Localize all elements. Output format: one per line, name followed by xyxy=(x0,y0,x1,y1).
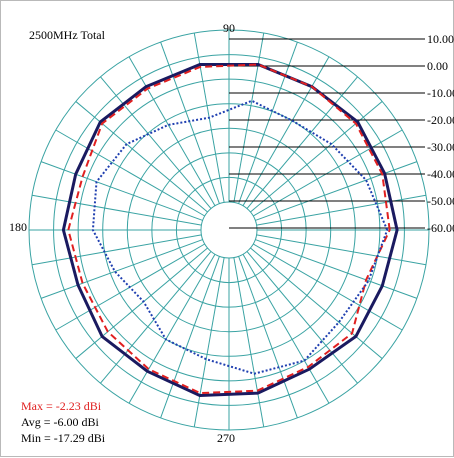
radial-tick-label: -50.00 xyxy=(427,194,454,208)
grid-spoke xyxy=(128,253,216,404)
radial-tick-label: -10.00 xyxy=(427,86,454,100)
grid-spoke xyxy=(100,251,212,384)
series-line-dashed xyxy=(67,63,391,395)
grid-spoke xyxy=(252,243,403,331)
grid-spoke xyxy=(246,76,358,209)
grid-spoke xyxy=(31,234,202,266)
polar-grid xyxy=(28,29,430,431)
grid-spoke xyxy=(40,161,203,221)
grid-spoke xyxy=(246,251,358,384)
grid-spoke xyxy=(242,56,330,207)
stat-avg: Avg = -6.00 dBi xyxy=(21,415,100,429)
grid-spoke xyxy=(193,257,225,428)
stat-max: Max = -2.23 dBi xyxy=(21,399,102,413)
grid-spoke xyxy=(252,129,403,217)
series-line-dotted xyxy=(91,99,389,375)
radial-labels: 10.00 0.00 -10.00 -20.00 -30.00 -40.00 -50.00 -… xyxy=(427,32,454,235)
grid-spoke xyxy=(255,239,418,299)
chart-title: 2500MHz Total xyxy=(29,28,106,42)
radial-tick-label: 10.00 xyxy=(427,32,454,46)
radial-tick-label: 0.00 xyxy=(427,59,448,73)
grid-spoke xyxy=(238,41,298,204)
grid-circle xyxy=(200,201,258,259)
grid-spoke xyxy=(100,76,212,209)
grid-spoke xyxy=(128,56,216,207)
grid-spoke xyxy=(242,253,330,404)
grid-spoke xyxy=(250,247,383,359)
series-layer xyxy=(61,63,399,397)
grid-spoke xyxy=(55,129,206,217)
radial-tick-label: -30.00 xyxy=(427,140,454,154)
grid-spoke xyxy=(40,239,203,299)
angle-label-270: 270 xyxy=(217,431,235,445)
grid-spoke xyxy=(255,161,418,221)
radial-tick-label: -40.00 xyxy=(427,167,454,181)
grid-spoke xyxy=(256,234,427,266)
radial-tick-label: -20.00 xyxy=(427,113,454,127)
radial-tick-label: -60.00 xyxy=(427,221,454,235)
grid-spoke xyxy=(160,256,220,419)
grid-spoke xyxy=(160,41,220,204)
grid-spoke xyxy=(256,194,427,226)
grid-spoke xyxy=(233,257,265,428)
angle-label-90: 90 xyxy=(223,21,235,35)
stat-min: Min = -17.29 dBi xyxy=(21,431,106,445)
angle-label-180: 180 xyxy=(9,220,27,234)
grid-spoke xyxy=(31,194,202,226)
grid-spoke xyxy=(75,247,208,359)
grid-spoke xyxy=(75,101,208,213)
grid-spoke xyxy=(238,256,298,419)
